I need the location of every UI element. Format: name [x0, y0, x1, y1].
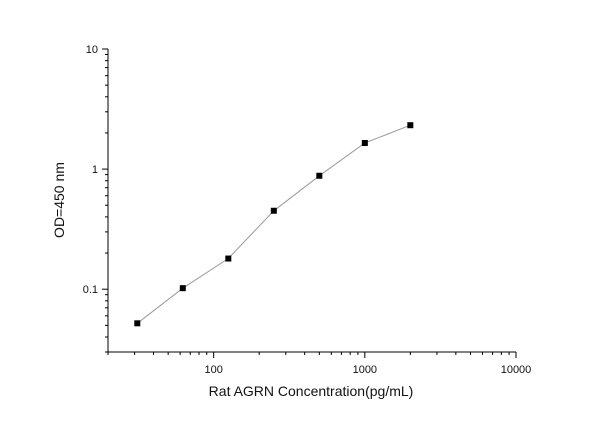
data-point: [361, 139, 368, 146]
y-axis-label: OD=450 nm: [51, 162, 67, 238]
data-point: [225, 255, 232, 262]
data-point: [179, 285, 186, 292]
x-tick-label: 10000: [501, 364, 532, 376]
data-point: [270, 207, 277, 214]
series-line: [136, 124, 411, 324]
ticks: 100 1000 10000 0.1 1 10: [83, 44, 532, 376]
y-tick-label: 1: [92, 164, 98, 176]
y-tick-label: 0.1: [83, 284, 98, 296]
series: [134, 122, 414, 327]
data-point: [407, 122, 414, 129]
y-tick-label: 10: [86, 44, 98, 56]
x-tick-label: 1000: [353, 364, 377, 376]
x-axis-label: Rat AGRN Concentration(pg/mL): [209, 383, 414, 399]
axes: [107, 49, 516, 353]
data-point: [316, 172, 323, 179]
data-point: [134, 320, 141, 327]
x-tick-label: 100: [204, 364, 222, 376]
